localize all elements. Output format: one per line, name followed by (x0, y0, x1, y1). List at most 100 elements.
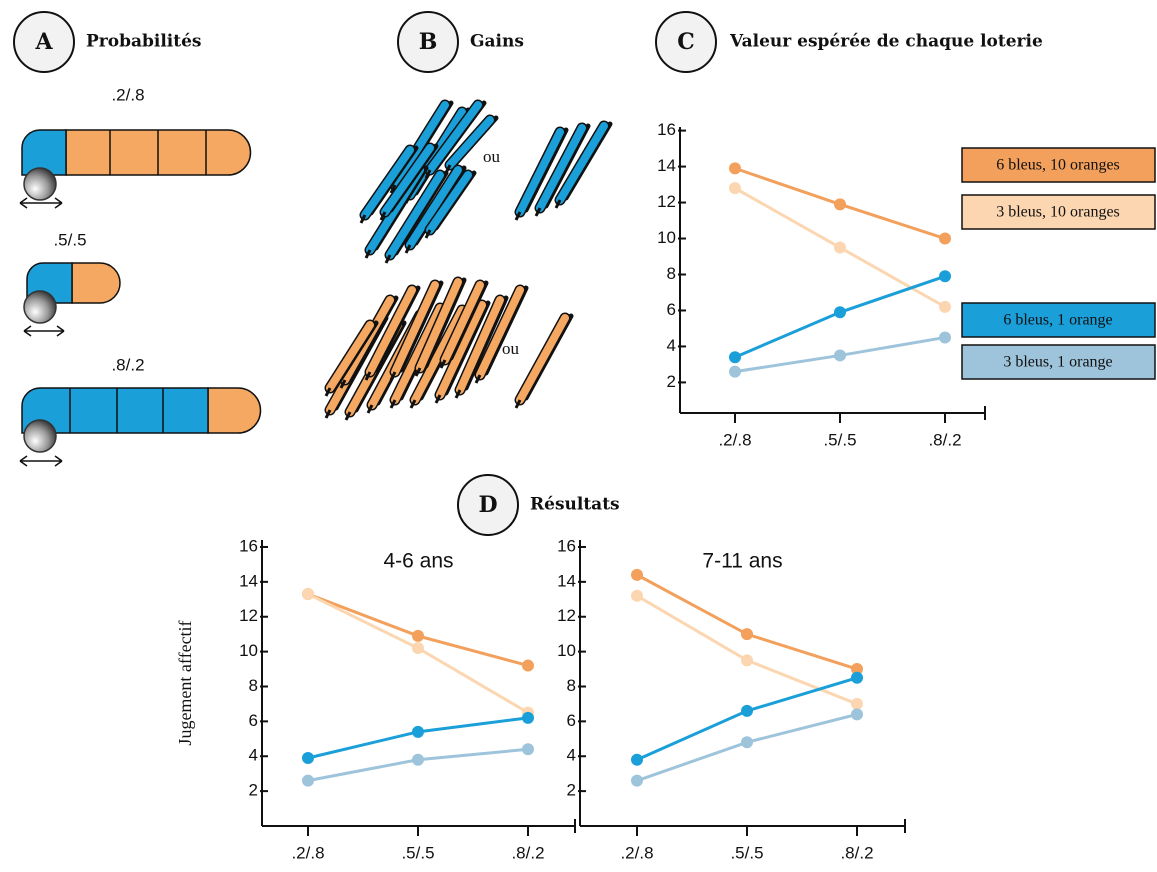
stick (520, 318, 565, 400)
data-point (939, 331, 951, 343)
y-tick-label: 4 (667, 336, 676, 355)
y-tick-label: 8 (667, 264, 676, 283)
data-point (834, 349, 846, 361)
data-point (522, 743, 534, 755)
data-point (522, 660, 534, 672)
arrow (24, 326, 64, 336)
x-tick-label: .8/.2 (511, 843, 544, 862)
data-point (302, 588, 314, 600)
data-point (631, 590, 643, 602)
chart-title: Valeur espérée de chaque loterie (729, 32, 1043, 52)
data-point (631, 569, 643, 581)
x-tick-label: .2/.8 (291, 843, 324, 862)
data-point (939, 301, 951, 313)
prize-sticks (326, 103, 610, 420)
charts: 2 4 6 8 10 12 14 16 .2/.8 .5/.5 .8/.2 6 bleus, 10 o… (175, 120, 1155, 862)
ball (24, 168, 56, 200)
data-point (302, 775, 314, 787)
y-tick-label: 16 (657, 120, 676, 139)
y-tick-label: 4 (567, 746, 576, 765)
data-point (741, 654, 753, 666)
data-point (741, 628, 753, 640)
panel-letter: C (677, 29, 695, 55)
x-tick-label: .2/.8 (620, 843, 653, 862)
data-point (729, 182, 741, 194)
y-tick-label: 16 (557, 536, 576, 555)
data-point (939, 270, 951, 282)
panel-c-header: C Valeur espérée de chaque loterie (656, 12, 1043, 72)
data-point (741, 705, 753, 717)
data-point (729, 366, 741, 378)
y-tick-label: 10 (239, 641, 258, 660)
figure: A Probabilités B Gains C Valeur espérée … (0, 0, 1157, 872)
data-point (834, 306, 846, 318)
y-tick-label: 8 (249, 676, 258, 695)
y-tick-label: 16 (239, 536, 258, 555)
y-tick-label: 14 (657, 156, 676, 175)
data-point (851, 708, 863, 720)
data-point (631, 775, 643, 787)
panel-b-header: B Gains (398, 12, 524, 72)
data-point (729, 162, 741, 174)
data-point (729, 351, 741, 363)
x-tick-label: .5/.5 (401, 843, 434, 862)
y-tick-label: 2 (567, 781, 576, 800)
data-point (302, 752, 314, 764)
y-axis-label: Jugement affectif (175, 620, 195, 745)
y-tick-label: 8 (567, 676, 576, 695)
y-tick-label: 10 (557, 641, 576, 660)
y-tick-label: 4 (249, 746, 258, 765)
panel-title: Gains (470, 32, 524, 52)
chart-title: 4-6 ans (383, 550, 453, 573)
data-point (851, 698, 863, 710)
data-point (834, 242, 846, 254)
panel-a-header: A Probabilités (14, 12, 201, 72)
legend-label: 3 bleus, 10 oranges (996, 204, 1120, 221)
chart-title: 7-11 ans (702, 550, 782, 573)
bar-label: .5/.5 (53, 230, 86, 249)
data-point (412, 726, 424, 738)
panel-title: Probabilités (86, 32, 201, 52)
data-point (851, 672, 863, 684)
arrow (20, 456, 62, 466)
panel-letter: D (478, 492, 497, 518)
y-tick-label: 12 (239, 606, 258, 625)
legend-label: 3 bleus, 1 orange (1003, 354, 1112, 371)
data-point (522, 712, 534, 724)
orange-part (72, 263, 120, 303)
y-tick-label: 14 (557, 571, 576, 590)
bar-label: .8/.2 (111, 355, 144, 374)
data-point (412, 642, 424, 654)
y-tick-label: 2 (667, 372, 676, 391)
y-tick-label: 12 (657, 192, 676, 211)
panel-title: Résultats (530, 495, 620, 515)
ball (24, 291, 56, 323)
data-point (834, 198, 846, 210)
panel-letter: B (419, 29, 438, 55)
y-tick-label: 6 (667, 300, 676, 319)
data-point (412, 754, 424, 766)
y-tick-label: 6 (567, 711, 576, 730)
panel-d-header: D Résultats (458, 475, 620, 535)
x-tick-label: .8/.2 (928, 430, 961, 449)
y-tick-label: 10 (657, 228, 676, 247)
orange-part (208, 388, 261, 433)
legend-label: 6 bleus, 1 orange (1003, 312, 1112, 329)
panel-letter: A (34, 29, 53, 55)
or-label: ou (483, 147, 501, 166)
probability-bars: .2/.8 .5/.5 .8/.2 (20, 85, 261, 466)
x-tick-label: .5/.5 (823, 430, 856, 449)
y-tick-label: 6 (249, 711, 258, 730)
y-tick-label: 12 (557, 606, 576, 625)
bar-label: .2/.8 (111, 85, 144, 104)
data-point (939, 233, 951, 245)
data-point (741, 736, 753, 748)
series-line (308, 594, 528, 666)
data-point (631, 754, 643, 766)
x-tick-label: .8/.2 (840, 843, 873, 862)
or-label: ou (502, 339, 520, 358)
x-tick-label: .2/.8 (718, 430, 751, 449)
legend-label: 6 bleus, 10 oranges (996, 157, 1120, 174)
ball (24, 420, 56, 452)
data-point (412, 630, 424, 642)
